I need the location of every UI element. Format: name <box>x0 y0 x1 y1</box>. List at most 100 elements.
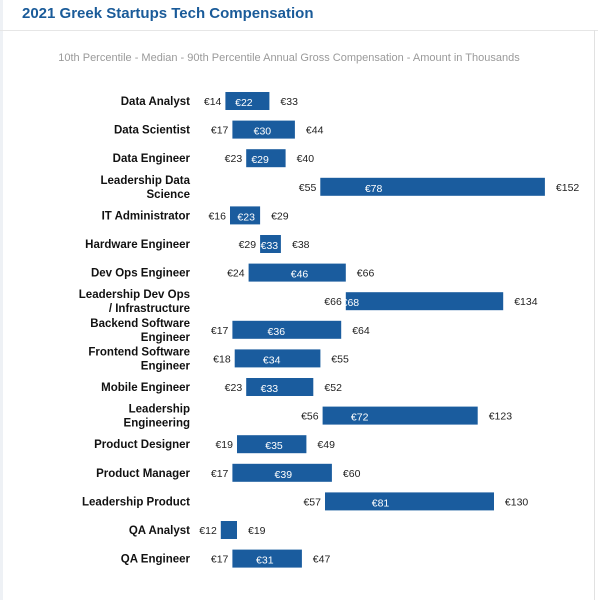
p90-label: €44 <box>306 125 324 137</box>
category-label: Product Manager <box>96 468 190 480</box>
median-label: €78 <box>365 183 383 195</box>
range-bar <box>230 206 261 225</box>
category-label: Data Scientist <box>114 125 190 137</box>
chart-row-leadership-engineering: Leadership Engineering €56 €123 €72 <box>124 404 513 430</box>
median-label: €29 <box>251 154 269 166</box>
category-label: Hardware Engineer <box>85 239 190 251</box>
category-label-line: Backend Software <box>90 318 190 330</box>
chart-row-leadership-product: Leadership Product €57 €130 €81 <box>82 492 529 511</box>
p90-label: €134 <box>514 296 538 308</box>
chart-row-data-analyst: Data Analyst €14 €33 €22 <box>121 92 298 110</box>
category-label-line: Engineer <box>141 332 191 344</box>
p10-label: €17 <box>211 554 229 566</box>
p10-label: €23 <box>225 153 243 165</box>
median-label: €33 <box>261 383 279 395</box>
range-bar <box>246 149 286 168</box>
category-label: QA Analyst <box>129 525 190 537</box>
chart-row-leadership-dev-ops-infrastructure: Leadership Dev Ops / Infrastructure €66 €13… <box>79 289 538 315</box>
p10-label: €14 <box>204 96 222 108</box>
range-bar <box>260 235 281 253</box>
p10-label: €19 <box>215 439 233 451</box>
p10-label: €18 <box>213 353 231 365</box>
p10-label: €57 <box>303 496 321 508</box>
category-label: Mobile Engineer <box>101 382 190 394</box>
p10-label: €23 <box>225 382 243 394</box>
range-bar <box>237 435 307 454</box>
median-label: €35 <box>265 440 283 452</box>
range-bar <box>232 549 302 568</box>
chart-subtitle: 10th Percentile - Median - 90th Percenti… <box>58 52 520 64</box>
category-label: Data Analyst <box>121 96 190 108</box>
median-label: €34 <box>263 354 281 366</box>
p10-label: €17 <box>211 125 229 137</box>
category-label: Leadership Dev Ops / Infrastructure <box>79 289 190 315</box>
frame-edge <box>594 30 595 600</box>
p90-label: €152 <box>556 182 580 194</box>
category-label: Dev Ops Engineer <box>91 268 191 280</box>
title-divider <box>0 30 598 31</box>
range-bar <box>232 320 342 339</box>
p10-label: €12 <box>199 525 217 537</box>
chart-row-data-scientist: Data Scientist €17 €44 €30 <box>114 120 324 139</box>
category-label-line: Science <box>147 189 190 201</box>
chart-row-leadership-data-science: Leadership Data Science €55 €152 €78 <box>101 175 580 201</box>
category-label-line: Leadership Dev Ops <box>79 289 190 301</box>
p10-label: €66 <box>324 296 342 308</box>
category-label: Data Engineer <box>113 153 191 165</box>
category-label: Product Designer <box>94 439 190 451</box>
p90-label: €123 <box>489 411 513 423</box>
category-label-line: Engineering <box>124 418 190 430</box>
range-bar <box>246 378 314 396</box>
median-label: €31 <box>256 555 274 567</box>
category-label: QA Engineer <box>121 554 191 566</box>
median-label: €23 <box>237 211 255 223</box>
category-label: Leadership Product <box>82 496 190 508</box>
range-bar <box>232 120 295 139</box>
p10-label: €55 <box>299 182 317 194</box>
p90-label: €33 <box>280 96 298 108</box>
category-label: Backend Software Engineer <box>90 318 190 344</box>
range-bar <box>322 406 478 425</box>
category-label-line: Leadership Data <box>101 175 191 187</box>
p90-label: €130 <box>505 496 529 508</box>
median-label: €39 <box>275 469 293 481</box>
chart-row-qa-engineer: QA Engineer €17 €47 €31 <box>121 549 331 568</box>
category-label: Frontend Software Engineer <box>88 346 190 372</box>
p90-label: €47 <box>313 554 331 566</box>
range-bar <box>345 292 504 311</box>
category-label-line: Frontend Software <box>88 346 190 358</box>
median-label: €36 <box>268 326 286 338</box>
p90-label: €29 <box>271 210 289 222</box>
p90-label: €52 <box>324 382 342 394</box>
median-label: €68 <box>342 297 360 309</box>
chart-row-product-manager: Product Manager €17 €60 €39 <box>96 463 361 482</box>
p10-label: €16 <box>208 210 226 222</box>
p90-label: €55 <box>331 353 349 365</box>
p90-label: €64 <box>352 325 370 337</box>
chart-row-data-engineer: Data Engineer €23 €40 €29 <box>113 149 314 168</box>
category-label-line: Leadership <box>129 404 190 416</box>
p10-label: €24 <box>227 268 245 280</box>
range-bar <box>232 463 332 482</box>
range-bar <box>234 349 321 368</box>
p10-label: €56 <box>301 411 319 423</box>
category-label-line: / Infrastructure <box>109 303 190 315</box>
chart-row-dev-ops-engineer: Dev Ops Engineer €24 €66 €46 <box>91 263 374 282</box>
range-bar <box>320 177 545 196</box>
median-label: €72 <box>351 412 369 424</box>
chart-row-mobile-engineer: Mobile Engineer €23 €52 €33 <box>101 378 342 396</box>
p10-label: €17 <box>211 468 229 480</box>
left-edge-strip <box>0 0 3 600</box>
range-bar <box>225 92 270 110</box>
chart-row-it-administrator: IT Administrator €16 €29 €23 <box>102 206 289 225</box>
median-label: €22 <box>235 97 253 109</box>
category-label: Leadership Data Science <box>101 175 191 201</box>
range-bar <box>220 521 237 539</box>
chart-row-frontend-software-engineer: Frontend Software Engineer €18 €55 €34 <box>88 346 349 372</box>
median-label: €46 <box>291 269 309 281</box>
median-label: €33 <box>261 240 279 252</box>
p90-label: €19 <box>248 525 266 537</box>
median-label: €81 <box>372 497 390 509</box>
category-label: Leadership Engineering <box>124 404 190 430</box>
